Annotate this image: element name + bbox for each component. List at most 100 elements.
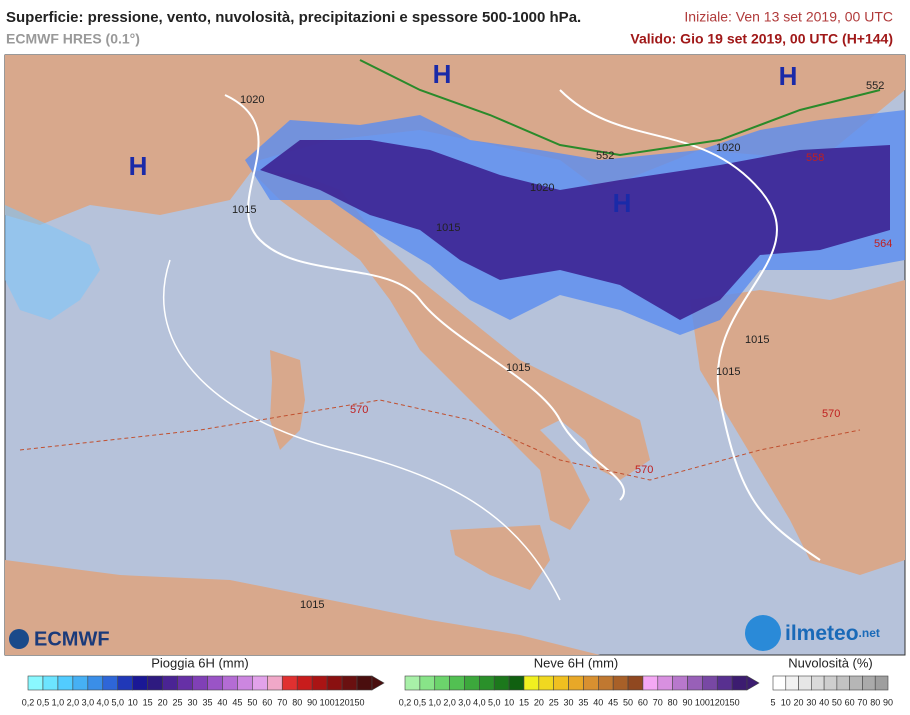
legend-swatch	[102, 675, 119, 691]
legend-label: 80	[870, 697, 880, 707]
isobar	[162, 259, 561, 601]
legend-swatch	[356, 675, 373, 691]
isobar-label: 1020	[716, 142, 740, 154]
legend-label: 80	[668, 697, 678, 707]
legend-swatch	[811, 675, 825, 691]
isobar-labels: 1020 1015 1020 1015 1020 1015 1015 1015 …	[232, 94, 769, 611]
logo-ilmeteo: ilmeteo.net	[745, 615, 880, 651]
legend-swatch	[479, 675, 495, 691]
thickness-line	[19, 399, 861, 481]
legend-label: 80	[292, 697, 302, 707]
isobar-label: 1015	[716, 366, 740, 378]
legend-label: 60	[845, 697, 855, 707]
legend-swatch	[836, 675, 850, 691]
thickness-label: 570	[350, 404, 368, 416]
model: ECMWF HRES (0.1°)	[6, 31, 140, 47]
logo-icon	[745, 615, 781, 651]
legend-arrow	[746, 675, 760, 691]
legend-label: 0,2	[399, 697, 412, 707]
legend-label: 30	[806, 697, 816, 707]
isobar-label: 1020	[530, 182, 554, 194]
isobar-label: 1015	[506, 362, 530, 374]
legend-swatch	[419, 675, 436, 691]
thickness-label: 558	[806, 152, 824, 164]
legend-swatch	[117, 675, 133, 691]
legend-swatch	[642, 675, 659, 691]
legend-swatch	[772, 675, 787, 691]
legend-swatch	[785, 675, 799, 691]
legend-swatch	[267, 675, 283, 691]
legend-label: 90	[683, 697, 693, 707]
legend-swatch	[553, 675, 569, 691]
legend-swatch	[311, 675, 328, 691]
legend-title: Neve 6H (mm)	[534, 655, 619, 670]
legend-title: Nuvolosità (%)	[788, 655, 873, 670]
legend-label: 10	[504, 697, 514, 707]
legend-swatch	[612, 675, 629, 691]
sicily	[450, 525, 550, 590]
isobar	[559, 89, 821, 561]
legend-label: 45	[232, 697, 242, 707]
pressure-centers: H H H H	[129, 59, 798, 218]
legend-swatch	[862, 675, 876, 691]
legend-swatch	[672, 675, 688, 691]
isobar-label: 1015	[436, 222, 460, 234]
legend-label: 5	[770, 697, 775, 707]
legend-label: 120	[710, 697, 725, 707]
legend-label: 10	[781, 697, 791, 707]
legend-swatch	[87, 675, 104, 691]
legend-label: 4,0	[97, 697, 110, 707]
isobar-label: 1015	[232, 204, 256, 216]
legend-label: 150	[725, 697, 740, 707]
land-italy	[250, 170, 650, 530]
legend-label: 40	[217, 697, 227, 707]
legend-label: 20	[534, 697, 544, 707]
legend-swatch	[449, 675, 465, 691]
legend-swatch	[296, 675, 313, 691]
thickness-line	[359, 59, 881, 157]
legend-swatch	[326, 675, 343, 691]
legend-label: 70	[277, 697, 287, 707]
logo-text: ECMWF	[34, 628, 110, 650]
legend-label: 30	[188, 697, 198, 707]
logo-ecmwf: ECMWF	[9, 628, 110, 650]
high-pressure: H	[433, 59, 452, 89]
title: Superficie: pressione, vento, nuvolosità…	[6, 9, 581, 26]
legend-swatch	[147, 675, 163, 691]
precip-west	[5, 205, 100, 320]
legend-label: 50	[832, 697, 842, 707]
legend-label: 15	[143, 697, 153, 707]
legend-label: 90	[307, 697, 317, 707]
legend-swatch	[493, 675, 510, 691]
thickness-label: 552	[596, 150, 614, 162]
legend-label: 5,0	[111, 697, 124, 707]
legend-swatch	[583, 675, 599, 691]
legend-title: Pioggia 6H (mm)	[151, 655, 249, 670]
initial-time: Iniziale: Ven 13 set 2019, 00 UTC	[684, 9, 893, 25]
legend-swatch	[823, 675, 838, 691]
legend-swatch	[687, 675, 703, 691]
legend-label: 70	[653, 697, 663, 707]
legend-swatch	[657, 675, 673, 691]
land-africa	[5, 560, 600, 655]
legend-swatch	[192, 675, 208, 691]
legend-label: 150	[350, 697, 365, 707]
legend-swatch	[627, 675, 644, 691]
legend-swatch	[207, 675, 223, 691]
thickness-labels: 570 570 570 552 552 558 564	[350, 80, 892, 476]
legend-swatch	[538, 675, 554, 691]
legend-swatch	[731, 675, 748, 691]
high-pressure: H	[129, 151, 148, 181]
map	[4, 54, 906, 656]
legend-swatch	[252, 675, 268, 691]
legend-label: 40	[593, 697, 603, 707]
legend-swatch	[523, 675, 540, 691]
legend-label: 2,0	[443, 697, 456, 707]
isobar	[224, 94, 625, 501]
legend-label: 100	[695, 697, 710, 707]
precip-core	[260, 140, 890, 320]
legend-label: 60	[638, 697, 648, 707]
valid-time: Valido: Gio 19 set 2019, 00 UTC (H+144)	[630, 31, 893, 47]
legend-label: 25	[549, 697, 559, 707]
isobar-label: 1020	[240, 94, 264, 106]
